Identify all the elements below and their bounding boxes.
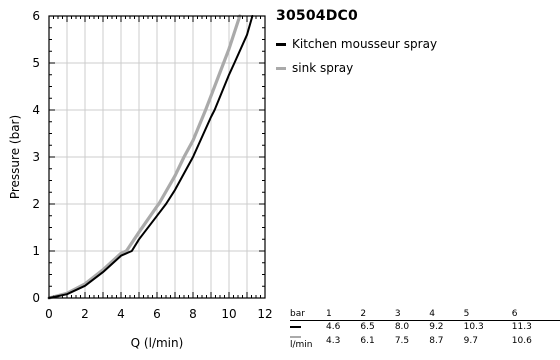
flow-table-pressure: 1 — [326, 307, 361, 321]
flow-table-row-sink: l/min 4.3 6.1 7.5 8.7 9.7 10.6 — [290, 333, 560, 350]
flow-table-cell: 4.6 — [326, 322, 341, 332]
x-tick-label: 0 — [45, 307, 53, 321]
y-tick-label: 6 — [32, 9, 40, 23]
legend-label-kitchen: Kitchen mousseur spray — [292, 37, 438, 51]
y-tick-label: 4 — [32, 103, 40, 117]
flow-table-row-key: l/min — [290, 333, 326, 350]
x-axis-label: Q (l/min) — [131, 336, 184, 350]
y-tick-label: 1 — [32, 244, 40, 258]
row-marker-sink — [290, 335, 301, 338]
y-tick-label: 3 — [32, 150, 40, 164]
flow-table-header-label: bar — [290, 307, 326, 321]
flow-table-cell: 9.2 — [429, 322, 444, 332]
legend-swatch-sink — [276, 66, 286, 70]
y-tick-label: 0 — [32, 291, 40, 305]
chart-title: 30504DC0 — [276, 8, 358, 24]
plot-frame — [48, 15, 266, 299]
flow-table-cell: 8.0 — [394, 322, 410, 332]
x-tick-label: 4 — [117, 307, 125, 321]
flow-table-cell: 9.7 — [463, 336, 478, 346]
flow-table-cell: 11.3 — [511, 322, 532, 332]
flow-table-pressure: 4 — [429, 307, 464, 321]
flow-table-row-kitchen: 4.6 6.5 8.0 9.2 10.3 11.3 — [290, 321, 560, 334]
legend-swatch-kitchen — [276, 42, 286, 46]
x-tick-label: 8 — [189, 307, 197, 321]
row-marker-kitchen — [290, 325, 301, 328]
flow-table-cell: 6.1 — [360, 336, 375, 346]
y-tick-label: 2 — [32, 197, 40, 211]
flow-table-header: bar 1 2 3 4 5 6 — [290, 307, 560, 321]
series-layer — [47, 14, 254, 300]
flow-table: bar 1 2 3 4 5 6 4.6 6.5 8.0 9.2 10.3 11.… — [290, 307, 560, 350]
series-line-sink — [47, 14, 242, 300]
flow-table-cell: 6.5 — [360, 322, 375, 332]
legend-item-kitchen: Kitchen mousseur spray — [276, 32, 437, 56]
legend-item-sink: sink spray — [276, 56, 437, 80]
flow-table-cell: 10.6 — [511, 336, 532, 346]
y-tick-labels: 0 1 2 3 4 5 6 — [32, 9, 40, 305]
flow-table-cell: 8.7 — [429, 336, 444, 346]
flow-table-cell: 7.5 — [394, 336, 410, 346]
legend-label-sink: sink spray — [292, 61, 354, 75]
flow-table-pressure: 2 — [360, 307, 395, 321]
flow-table-pressure: 6 — [511, 307, 560, 321]
grid-lines — [48, 15, 266, 299]
series-line-kitchen — [48, 15, 254, 299]
y-axis-label: Pressure (bar) — [8, 115, 22, 199]
flow-table-row-key — [290, 321, 326, 334]
y-tick-label: 5 — [32, 56, 40, 70]
x-tick-label: 10 — [221, 307, 236, 321]
flow-table-unit: l/min — [290, 340, 313, 350]
flow-table-pressure: 5 — [463, 307, 512, 321]
x-tick-labels: 0 2 4 6 8 10 12 — [45, 307, 272, 321]
x-tick-label: 12 — [257, 307, 272, 321]
x-tick-label: 2 — [81, 307, 89, 321]
flow-table-cell: 4.3 — [326, 336, 341, 346]
x-tick-label: 6 — [153, 307, 161, 321]
legend: 30504DC0 Kitchen mousseur spray sink spr… — [276, 8, 437, 80]
flow-table-pressure: 3 — [394, 307, 430, 321]
flow-table-cell: 10.3 — [463, 322, 484, 332]
